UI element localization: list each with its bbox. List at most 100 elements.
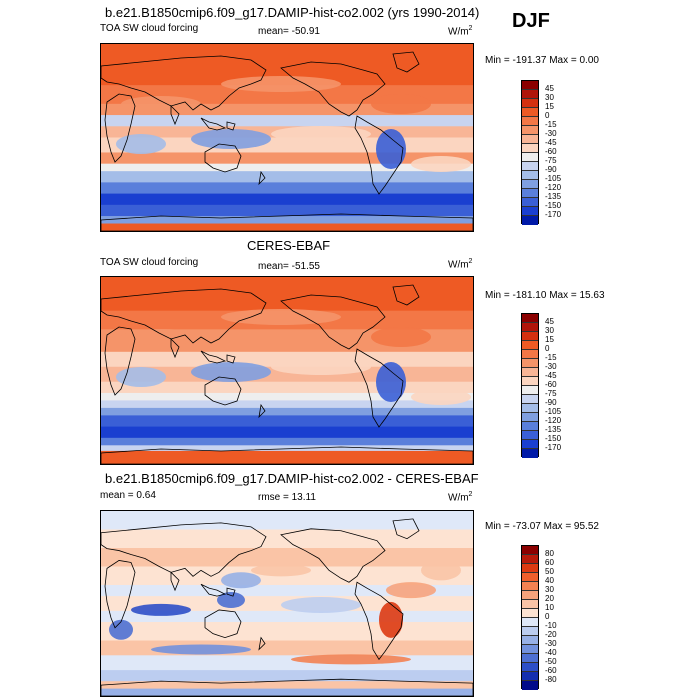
panel2-minmax: Min = -181.10 Max = 15.63 bbox=[485, 290, 605, 301]
panel3-colorbar-tick-label: -50 bbox=[545, 657, 557, 666]
panel1-colorbar-segment bbox=[522, 81, 538, 90]
panel1-colorbar-tick-label: -150 bbox=[545, 201, 562, 210]
panel3-colorbar-tick-label: 60 bbox=[545, 558, 554, 567]
panel1-colorbar-tick-label: 15 bbox=[545, 102, 554, 111]
coastline bbox=[204, 609, 242, 639]
panel1-colorbar-tick-label: -15 bbox=[545, 120, 557, 129]
coastline bbox=[101, 213, 473, 231]
coastline-group bbox=[101, 51, 473, 231]
map-field-band bbox=[101, 171, 473, 184]
coastline bbox=[101, 55, 267, 111]
map-field-band bbox=[101, 437, 473, 447]
panel3-mean-label: mean = 0.64 bbox=[100, 490, 156, 501]
panel2-colorbar-segment bbox=[522, 368, 538, 377]
panel1-colorbar-segment bbox=[522, 207, 538, 216]
map-field-feature bbox=[291, 654, 411, 665]
coastline bbox=[280, 294, 386, 350]
panel3-minmax: Min = -73.07 Max = 95.52 bbox=[485, 521, 599, 532]
panel2-colorbar-segment bbox=[522, 332, 538, 341]
map-field-feature bbox=[151, 644, 251, 655]
panel3-colorbar-segment bbox=[522, 609, 538, 618]
map-field-band bbox=[101, 415, 473, 428]
panel1-colorbar-tick-label: 0 bbox=[545, 111, 550, 120]
map-field-feature bbox=[191, 362, 271, 382]
panel3-colorbar-tick-label: 10 bbox=[545, 603, 554, 612]
panel3-colorbar-segment bbox=[522, 555, 538, 564]
panel3-colorbar-tick-label: -20 bbox=[545, 630, 557, 639]
panel3-colorbar-segment bbox=[522, 591, 538, 600]
panel1-colorbar-segment bbox=[522, 144, 538, 153]
panel1-colorbar-segment bbox=[522, 99, 538, 108]
panel2-colorbar-tick-label: -150 bbox=[545, 434, 562, 443]
panel2-colorbar-segment bbox=[522, 359, 538, 368]
panel3-colorbar-segment bbox=[522, 654, 538, 663]
coastline bbox=[354, 348, 404, 428]
coastline bbox=[104, 93, 136, 163]
panel2-colorbar-tick-label: 45 bbox=[545, 317, 554, 326]
coastline-group bbox=[101, 284, 473, 464]
panel1-colorbar-segment bbox=[522, 108, 538, 117]
panel3-colorbar-segment bbox=[522, 681, 538, 690]
coastline bbox=[280, 528, 386, 583]
panel1-title: b.e21.B1850cmip6.f09_g17.DAMIP-hist-co2.… bbox=[105, 5, 480, 20]
panel1-colorbar-segment bbox=[522, 198, 538, 207]
coastline bbox=[104, 326, 136, 396]
panel1-colorbar-segment bbox=[522, 180, 538, 189]
map-field-feature bbox=[379, 601, 403, 638]
coastline bbox=[170, 338, 180, 359]
panel1-colorbar-segment bbox=[522, 126, 538, 135]
panel3-colorbar-box bbox=[521, 545, 539, 690]
panel3-colorbar-segment bbox=[522, 564, 538, 573]
map-field-band bbox=[101, 351, 473, 368]
map-field-feature bbox=[221, 76, 341, 92]
panel1-units: W/m2 bbox=[448, 25, 473, 38]
panel3-colorbar-tick-label: 50 bbox=[545, 567, 554, 576]
panel3-colorbar-tick-label: 40 bbox=[545, 576, 554, 585]
panel1-colorbar-segment bbox=[522, 162, 538, 171]
panel3-colorbar-segment bbox=[522, 546, 538, 555]
coastline bbox=[170, 571, 180, 592]
panel3-colorbar-tick-label: 0 bbox=[545, 612, 550, 621]
map-field-feature bbox=[121, 96, 201, 112]
panel2-colorbar-segment bbox=[522, 431, 538, 440]
map-field-feature bbox=[371, 327, 431, 347]
panel1-colorbar-tick-label: -60 bbox=[545, 147, 557, 156]
panel2-colorbar-box bbox=[521, 313, 539, 458]
panel2-colorbar-segment bbox=[522, 440, 538, 449]
coastline bbox=[200, 583, 236, 597]
map-field-feature bbox=[271, 126, 371, 142]
map-field-band bbox=[101, 688, 473, 696]
panel2-colorbar-segment bbox=[522, 377, 538, 386]
panel2-colorbar-tick-label: -60 bbox=[545, 380, 557, 389]
map-field-feature bbox=[386, 582, 436, 599]
map-field-band bbox=[101, 681, 473, 690]
panel1-colorbar-segment bbox=[522, 153, 538, 162]
map-field-band bbox=[101, 115, 473, 128]
map-field-band bbox=[101, 193, 473, 206]
map-field-band bbox=[101, 400, 473, 409]
panel2-colorbar-tick-label: -90 bbox=[545, 398, 557, 407]
map-field-band bbox=[101, 182, 473, 195]
panel1-map-svg bbox=[101, 44, 473, 231]
panel1-colorbar-box bbox=[521, 80, 539, 225]
panel3-colorbar-tick-label: -40 bbox=[545, 648, 557, 657]
panel3-colorbar-tick-label: 80 bbox=[545, 549, 554, 558]
panel2-colorbar-segment bbox=[522, 422, 538, 431]
map-field-feature bbox=[421, 560, 461, 581]
panel2-colorbar-segment bbox=[522, 395, 538, 404]
panel3-colorbar-tick-label: -30 bbox=[545, 639, 557, 648]
map-field-feature bbox=[281, 596, 361, 613]
panel2-colorbar-tick-label: 0 bbox=[545, 344, 550, 353]
panel3-colorbar-segment bbox=[522, 663, 538, 672]
map-field-feature bbox=[251, 564, 311, 577]
coastline bbox=[392, 284, 420, 306]
panel2-colorbar-tick-label: -15 bbox=[545, 353, 557, 362]
panel2-colorbar-tick-label: 15 bbox=[545, 335, 554, 344]
map-field-band bbox=[101, 566, 473, 586]
map-field-feature bbox=[191, 129, 271, 149]
panel3-colorbar-tick-label: -80 bbox=[545, 675, 557, 684]
panel1-colorbar-tick-label: -30 bbox=[545, 129, 557, 138]
season-label: DJF bbox=[512, 10, 550, 32]
map-field-band bbox=[101, 548, 473, 568]
panel1-variable-label: TOA SW cloud forcing bbox=[100, 23, 199, 34]
